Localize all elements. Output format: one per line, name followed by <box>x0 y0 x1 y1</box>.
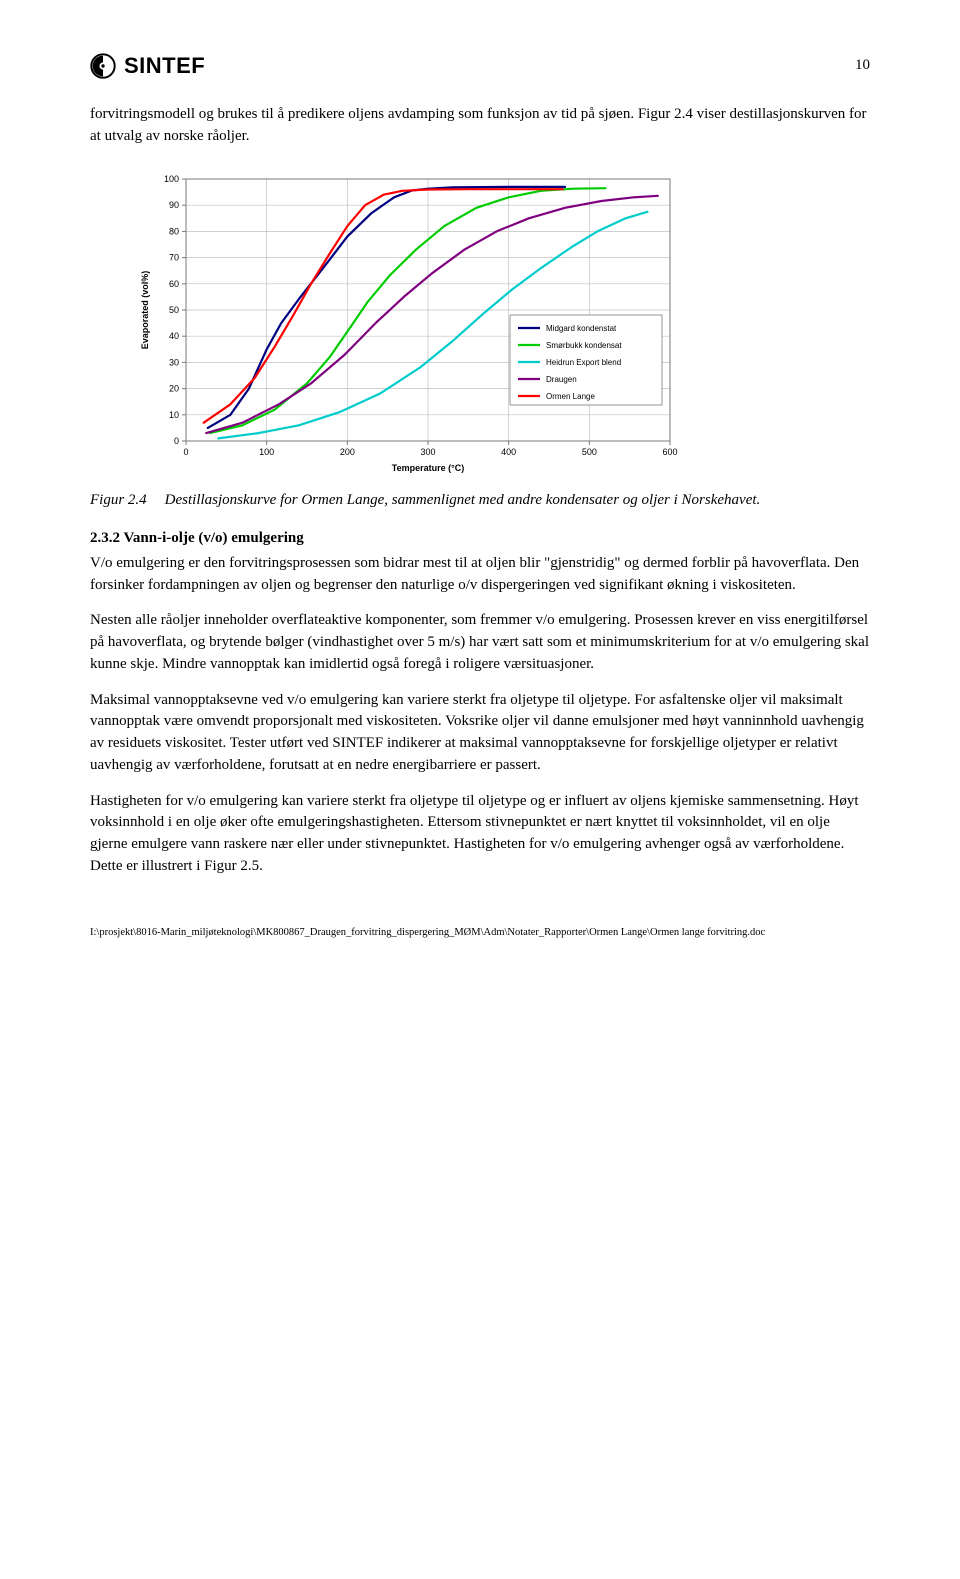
svg-text:20: 20 <box>169 384 179 394</box>
body-para-2: Nesten alle råoljer inneholder overflate… <box>90 610 870 675</box>
svg-text:Heidrun Export blend: Heidrun Export blend <box>546 358 621 367</box>
svg-text:70: 70 <box>169 253 179 263</box>
logo-text: SINTEF <box>124 50 205 82</box>
svg-text:80: 80 <box>169 227 179 237</box>
svg-text:40: 40 <box>169 332 179 342</box>
svg-text:Temperature (°C): Temperature (°C) <box>392 463 464 473</box>
sintef-logo-icon <box>90 53 116 79</box>
svg-text:Ormen Lange: Ormen Lange <box>546 392 595 401</box>
svg-text:0: 0 <box>174 436 179 446</box>
logo: SINTEF <box>90 50 205 82</box>
figure-caption-text: Destillasjonskurve for Ormen Lange, samm… <box>165 490 761 512</box>
svg-text:50: 50 <box>169 305 179 315</box>
footer-file-path: I:\prosjekt\8016-Marin_miljøteknologi\MK… <box>90 926 870 939</box>
distillation-chart: 0 100 200 300 400 500 600 0 10 20 30 40 50 60 70 80 90 10… <box>130 165 870 480</box>
svg-text:Midgard kondenstat: Midgard kondenstat <box>546 324 617 333</box>
intro-paragraph: forvitringsmodell og brukes til å predik… <box>90 104 870 148</box>
svg-text:30: 30 <box>169 358 179 368</box>
body-para-4: Hastigheten for v/o emulgering kan varie… <box>90 791 870 878</box>
page-header: SINTEF 10 <box>90 50 870 82</box>
svg-text:400: 400 <box>501 447 516 457</box>
svg-text:200: 200 <box>340 447 355 457</box>
svg-text:90: 90 <box>169 201 179 211</box>
body-para-3: Maksimal vannopptaksevne ved v/o emulger… <box>90 690 870 777</box>
chart-svg: 0 100 200 300 400 500 600 0 10 20 30 40 50 60 70 80 90 10… <box>130 165 690 480</box>
svg-text:100: 100 <box>164 174 179 184</box>
page-number: 10 <box>855 55 870 77</box>
figure-label: Figur 2.4 <box>90 490 147 512</box>
svg-text:0: 0 <box>183 447 188 457</box>
body-para-1: V/o emulgering er den forvitringsprosess… <box>90 553 870 597</box>
svg-text:300: 300 <box>420 447 435 457</box>
svg-text:60: 60 <box>169 279 179 289</box>
svg-text:Draugen: Draugen <box>546 375 577 384</box>
subsection-heading: 2.3.2 Vann-i-olje (v/o) emulgering <box>90 528 870 550</box>
svg-text:500: 500 <box>582 447 597 457</box>
svg-text:Evaporated (vol%): Evaporated (vol%) <box>140 271 150 350</box>
svg-text:100: 100 <box>259 447 274 457</box>
figure-caption: Figur 2.4 Destillasjonskurve for Ormen L… <box>90 490 870 512</box>
svg-text:600: 600 <box>662 447 677 457</box>
svg-text:10: 10 <box>169 410 179 420</box>
svg-text:Smørbukk kondensat: Smørbukk kondensat <box>546 341 622 350</box>
